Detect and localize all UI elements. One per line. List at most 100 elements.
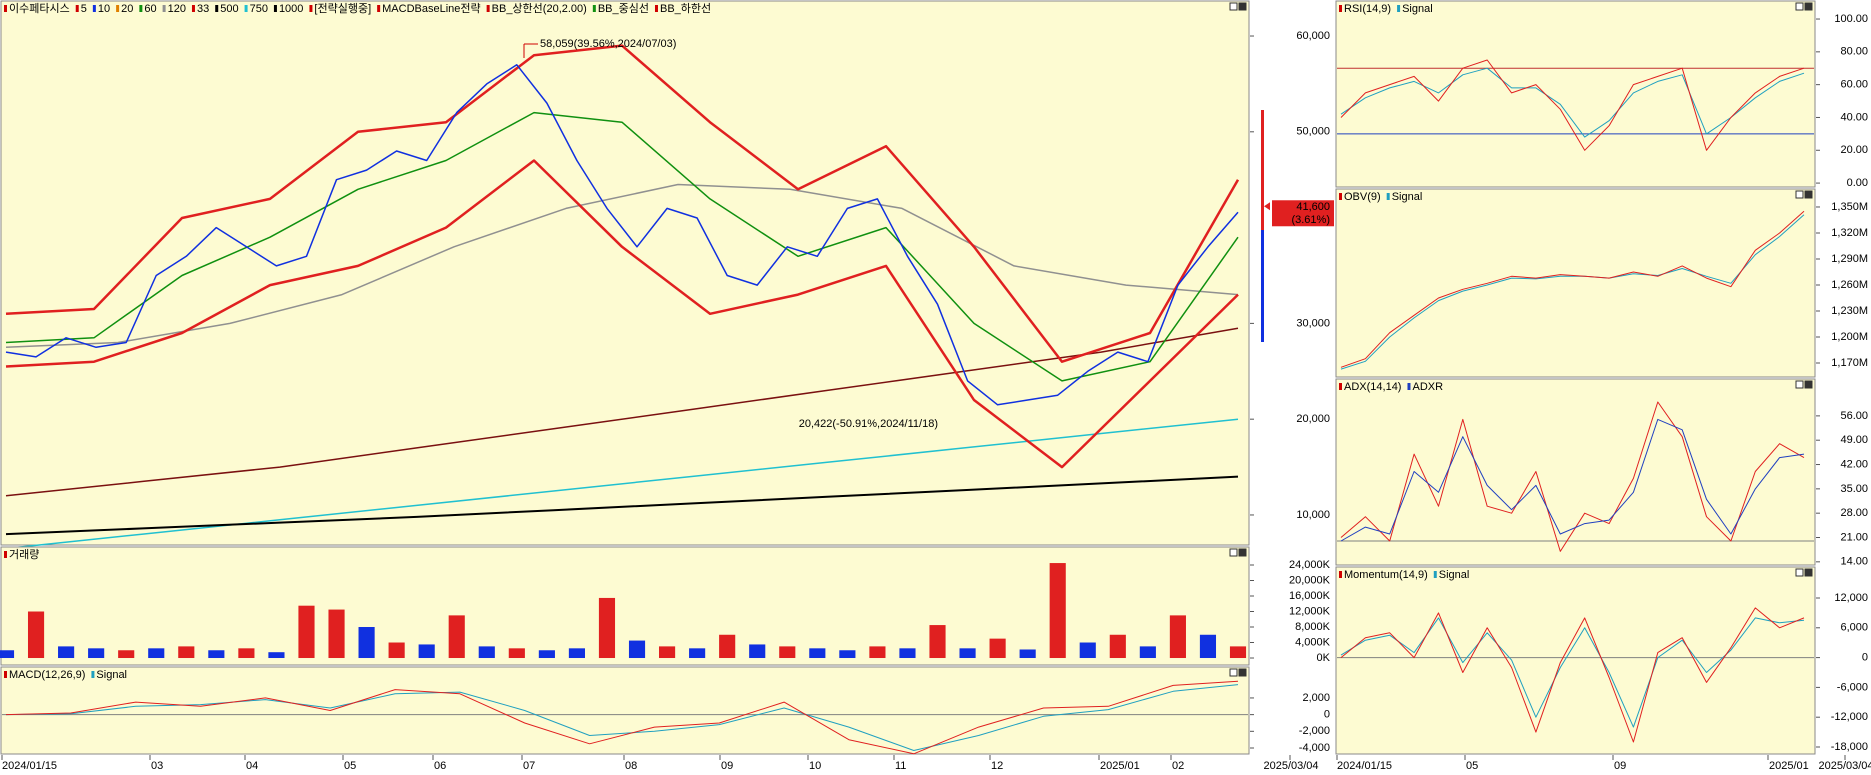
y-tick-label: 1,200M [1831,331,1868,343]
legend-label: Momentum(14,9) [1344,569,1428,581]
panel-button[interactable] [1238,548,1247,557]
panel-background [0,0,1250,546]
x-tick-label: 2024/01/15 [1337,760,1392,772]
legend-swatch [244,5,248,12]
panel-background [1335,0,1816,188]
legend-label: Signal [96,669,127,681]
volume-bar [899,648,916,659]
volume-bar [959,648,976,659]
volume-bar [418,644,435,659]
volume-bar [118,650,135,659]
legend-label: 120 [168,3,186,15]
legend-swatch [654,5,658,12]
legend-swatch [273,5,277,12]
series-line [5,159,1239,469]
y-tick-label: 2,000 [1302,692,1330,704]
series-line [1340,210,1805,368]
legend-swatch [4,671,7,678]
y-tick-label: 10,000 [1296,509,1330,521]
panel-button[interactable] [1795,190,1804,199]
y-tick-label: 12,000 [1834,592,1868,604]
panel-button[interactable] [1238,668,1247,677]
volume-bar [1169,615,1186,659]
x-tick-label: 2025/01 [1100,760,1140,772]
legend-swatch [139,5,143,12]
volume-bar [358,627,375,659]
series-line [1340,67,1805,138]
y-tick-label: 1,230M [1831,305,1868,317]
legend-label: MACDBaseLine전략 [382,2,481,15]
y-tick-label: 16,000K [1289,590,1331,602]
y-tick-label: 20.00 [1840,144,1868,156]
panel-button[interactable] [1804,190,1813,199]
y-tick-label: -18,000 [1831,741,1868,753]
y-tick-label: -4,000 [1299,742,1330,754]
volume-bar [929,625,946,659]
y-tick-label: 60,000 [1296,30,1330,42]
y-tick-label: 60.00 [1840,79,1868,91]
y-tick-label: 14.00 [1840,556,1868,568]
volume-bar [208,650,225,659]
y-tick-label: 28.00 [1840,507,1868,519]
panel-button[interactable] [1229,548,1238,557]
legend-swatch [75,5,79,12]
y-tick-label: 1,320M [1831,227,1868,239]
series-line [5,680,1239,755]
volume-bar [598,597,616,659]
volume-bar [749,644,766,659]
legend-label: 5 [81,3,87,15]
y-tick-label: 40.00 [1840,111,1868,123]
series-line [1340,214,1805,370]
legend-label: Signal [1392,191,1423,203]
x-tick-label: 03 [151,760,163,772]
volume-bar [388,642,405,659]
price-annotation: 20,422(-50.91%,2024/11/18) [799,418,938,430]
legend-swatch [1397,5,1401,12]
legend-swatch [4,5,7,12]
panel-button[interactable] [1795,380,1804,389]
panel-button[interactable] [1804,380,1813,389]
volume-bar [58,646,75,659]
y-tick-label: 21.00 [1840,531,1868,543]
volume-bar [1229,646,1247,659]
legend-swatch [592,5,596,12]
series-line [5,64,1239,406]
panel-button[interactable] [1238,2,1247,11]
x-tick-label: 2025/03/04 [1263,760,1318,772]
panel-button[interactable] [1229,2,1238,11]
y-tick-label: 0 [1324,709,1330,721]
y-tick-label: 42.00 [1840,458,1868,470]
x-tick-label: 06 [434,760,446,772]
legend-label: BB_중심선 [598,2,649,15]
panel-button[interactable] [1229,668,1238,677]
volume-bar [628,640,646,659]
y-tick-label: 56.00 [1840,410,1868,422]
y-tick-label: 1,170M [1831,357,1868,369]
x-tick-label: 12 [991,760,1003,772]
legend-swatch [116,5,120,12]
legend-swatch [162,5,166,12]
legend-swatch [486,5,490,12]
x-tick-label: 07 [523,760,535,772]
volume-bar [719,634,736,659]
x-tick-label: 02 [1172,760,1184,772]
y-tick-label: 0 [1862,652,1868,664]
x-tick-label: 09 [1614,760,1626,772]
y-tick-label: 0.00 [1847,177,1868,189]
legend-swatch [1339,571,1342,578]
series-line [1340,607,1805,743]
volume-bar [178,646,195,659]
panel-button[interactable] [1804,2,1813,11]
panel-background [1335,188,1816,378]
legend-label: 500 [220,3,238,15]
x-tick-label: 08 [625,760,637,772]
y-tick-label: 35.00 [1840,483,1868,495]
legend-label: 10 [98,3,110,15]
panel-button[interactable] [1795,568,1804,577]
series-line [1340,401,1805,552]
volume-bar [659,646,676,659]
panel-button[interactable] [1795,2,1804,11]
last-price-change: (3.61%) [1291,214,1330,226]
legend-label: 20 [121,3,133,15]
panel-button[interactable] [1804,568,1813,577]
